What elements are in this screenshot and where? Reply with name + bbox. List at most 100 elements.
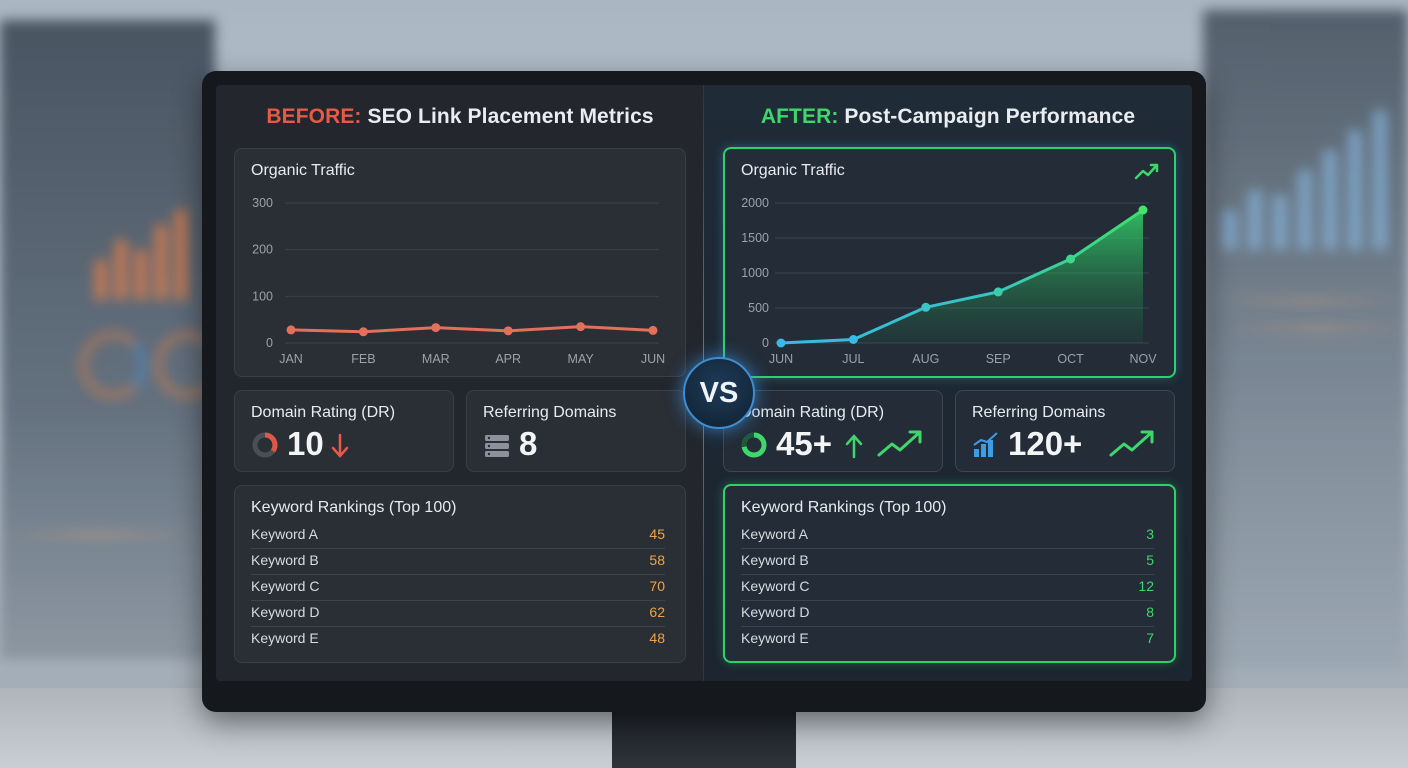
before-ref-value: 8 — [519, 425, 538, 462]
list-item: Keyword D 62 — [251, 600, 665, 627]
data-point — [993, 287, 1003, 297]
keyword-name: Keyword C — [741, 578, 810, 594]
list-item: Keyword B 5 — [741, 548, 1154, 575]
before-ref-card: Referring Domains 8 — [466, 390, 686, 472]
trend-up-icon — [1134, 163, 1159, 180]
keyword-name: Keyword C — [251, 578, 320, 594]
series-line — [780, 208, 1144, 345]
x-tick-label: SEP — [986, 352, 1011, 366]
keyword-name: Keyword E — [741, 630, 809, 646]
after-heading: AFTER: Post-Campaign Performance — [704, 105, 1192, 129]
keyword-name: Keyword B — [251, 552, 319, 568]
y-tick-label: 1000 — [741, 266, 769, 280]
keyword-name: Keyword A — [741, 526, 808, 542]
y-tick-label: 1500 — [741, 231, 769, 245]
keyword-rank: 7 — [1146, 630, 1154, 646]
x-tick-label: APR — [495, 352, 521, 366]
keyword-rank: 3 — [1146, 526, 1154, 542]
x-tick-label: AUG — [912, 352, 939, 366]
after-ref-card: Referring Domains 120+ — [955, 390, 1175, 472]
keyword-name: Keyword E — [251, 630, 319, 646]
after-keywords-card: Keyword Rankings (Top 100) Keyword A 3 Ke… — [723, 484, 1176, 663]
data-point — [848, 335, 858, 344]
list-item: Keyword C 12 — [741, 574, 1154, 601]
before-traffic-card: Organic Traffic 300 200 100 0 JAN FEB MAR APR MA… — [234, 148, 686, 377]
y-tick-label: 300 — [252, 196, 273, 210]
keyword-name: Keyword D — [251, 604, 320, 620]
vs-badge: VS — [683, 357, 755, 429]
keyword-rank: 62 — [649, 604, 665, 620]
list-item: Keyword C 70 — [251, 574, 665, 601]
area-fill — [781, 210, 1143, 343]
x-tick-label: OCT — [1057, 352, 1084, 366]
series-line — [290, 325, 654, 334]
before-traffic-title: Organic Traffic — [251, 162, 355, 179]
before-dr-title: Domain Rating (DR) — [251, 404, 396, 421]
before-ref-title: Referring Domains — [483, 404, 617, 421]
before-heading: BEFORE: SEO Link Placement Metrics — [216, 105, 704, 129]
y-tick-label: 0 — [762, 336, 769, 350]
before-keywords-title: Keyword Rankings (Top 100) — [251, 499, 457, 516]
trend-up-icon — [1109, 430, 1154, 457]
x-tick-label: JAN — [279, 352, 303, 366]
x-tick-label: FEB — [351, 352, 375, 366]
keyword-rank: 48 — [649, 630, 665, 646]
data-point — [1138, 205, 1148, 215]
list-item: Keyword D 8 — [741, 600, 1154, 627]
arrow-up-icon — [845, 434, 863, 459]
y-tick-label: 0 — [266, 336, 273, 350]
before-dr-value: 10 — [287, 425, 324, 462]
data-point — [358, 327, 368, 337]
list-item: Keyword E 7 — [741, 626, 1154, 652]
x-tick-label: JUL — [842, 352, 864, 366]
x-tick-label: NOV — [1129, 352, 1157, 366]
server-stack-icon — [485, 435, 509, 457]
after-dr-title: Domain Rating (DR) — [740, 404, 885, 421]
monitor-stand — [612, 706, 796, 768]
y-tick-label: 500 — [748, 301, 769, 315]
y-tick-label: 100 — [252, 289, 273, 303]
donut-gauge-icon — [741, 432, 767, 458]
before-traffic-chart: 300 200 100 0 JAN FEB MAR APR MAY JUN — [252, 196, 665, 366]
keyword-rank: 58 — [649, 552, 665, 568]
donut-gauge-icon — [252, 432, 278, 458]
before-title: SEO Link Placement Metrics — [367, 105, 654, 128]
after-ref-title: Referring Domains — [972, 404, 1106, 421]
x-tick-label: JUN — [769, 352, 793, 366]
data-point — [286, 325, 296, 335]
before-label: BEFORE: — [266, 105, 362, 128]
keyword-rank: 5 — [1146, 552, 1154, 568]
dashboard-screen: BEFORE: SEO Link Placement Metrics Organ… — [216, 85, 1192, 681]
keyword-rank: 8 — [1146, 604, 1154, 620]
after-traffic-card: Organic Traffic 2000 1500 1000 500 0 JUN JUL AU… — [723, 147, 1176, 378]
after-keywords-title: Keyword Rankings (Top 100) — [741, 499, 947, 516]
trend-up-icon — [877, 430, 922, 457]
after-panel: AFTER: Post-Campaign Performance Organic… — [704, 85, 1192, 681]
after-label: AFTER: — [760, 105, 839, 128]
y-tick-label: 2000 — [741, 196, 769, 210]
after-title: Post-Campaign Performance — [844, 105, 1136, 128]
background-left-screen — [0, 20, 221, 660]
before-panel: BEFORE: SEO Link Placement Metrics Organ… — [216, 85, 704, 681]
data-point — [431, 323, 441, 333]
data-point — [648, 325, 658, 335]
after-ref-value: 120+ — [1008, 425, 1083, 462]
y-tick-label: 200 — [252, 243, 273, 257]
data-point — [921, 302, 931, 312]
background-right-screen — [1203, 10, 1408, 670]
x-tick-label: JUN — [641, 352, 665, 366]
monitor: BEFORE: SEO Link Placement Metrics Organ… — [202, 71, 1206, 712]
list-item: Keyword E 48 — [251, 626, 665, 652]
x-tick-label: MAR — [422, 352, 450, 366]
keyword-name: Keyword A — [251, 526, 318, 542]
after-traffic-title: Organic Traffic — [741, 162, 845, 179]
before-keywords-card: Keyword Rankings (Top 100) Keyword A 45 K… — [234, 485, 686, 663]
list-item: Keyword A 3 — [741, 522, 1154, 549]
list-item: Keyword A 45 — [251, 522, 665, 549]
data-point — [576, 322, 586, 332]
keyword-name: Keyword D — [741, 604, 810, 620]
data-point — [503, 326, 513, 336]
x-tick-label: MAY — [568, 352, 595, 366]
